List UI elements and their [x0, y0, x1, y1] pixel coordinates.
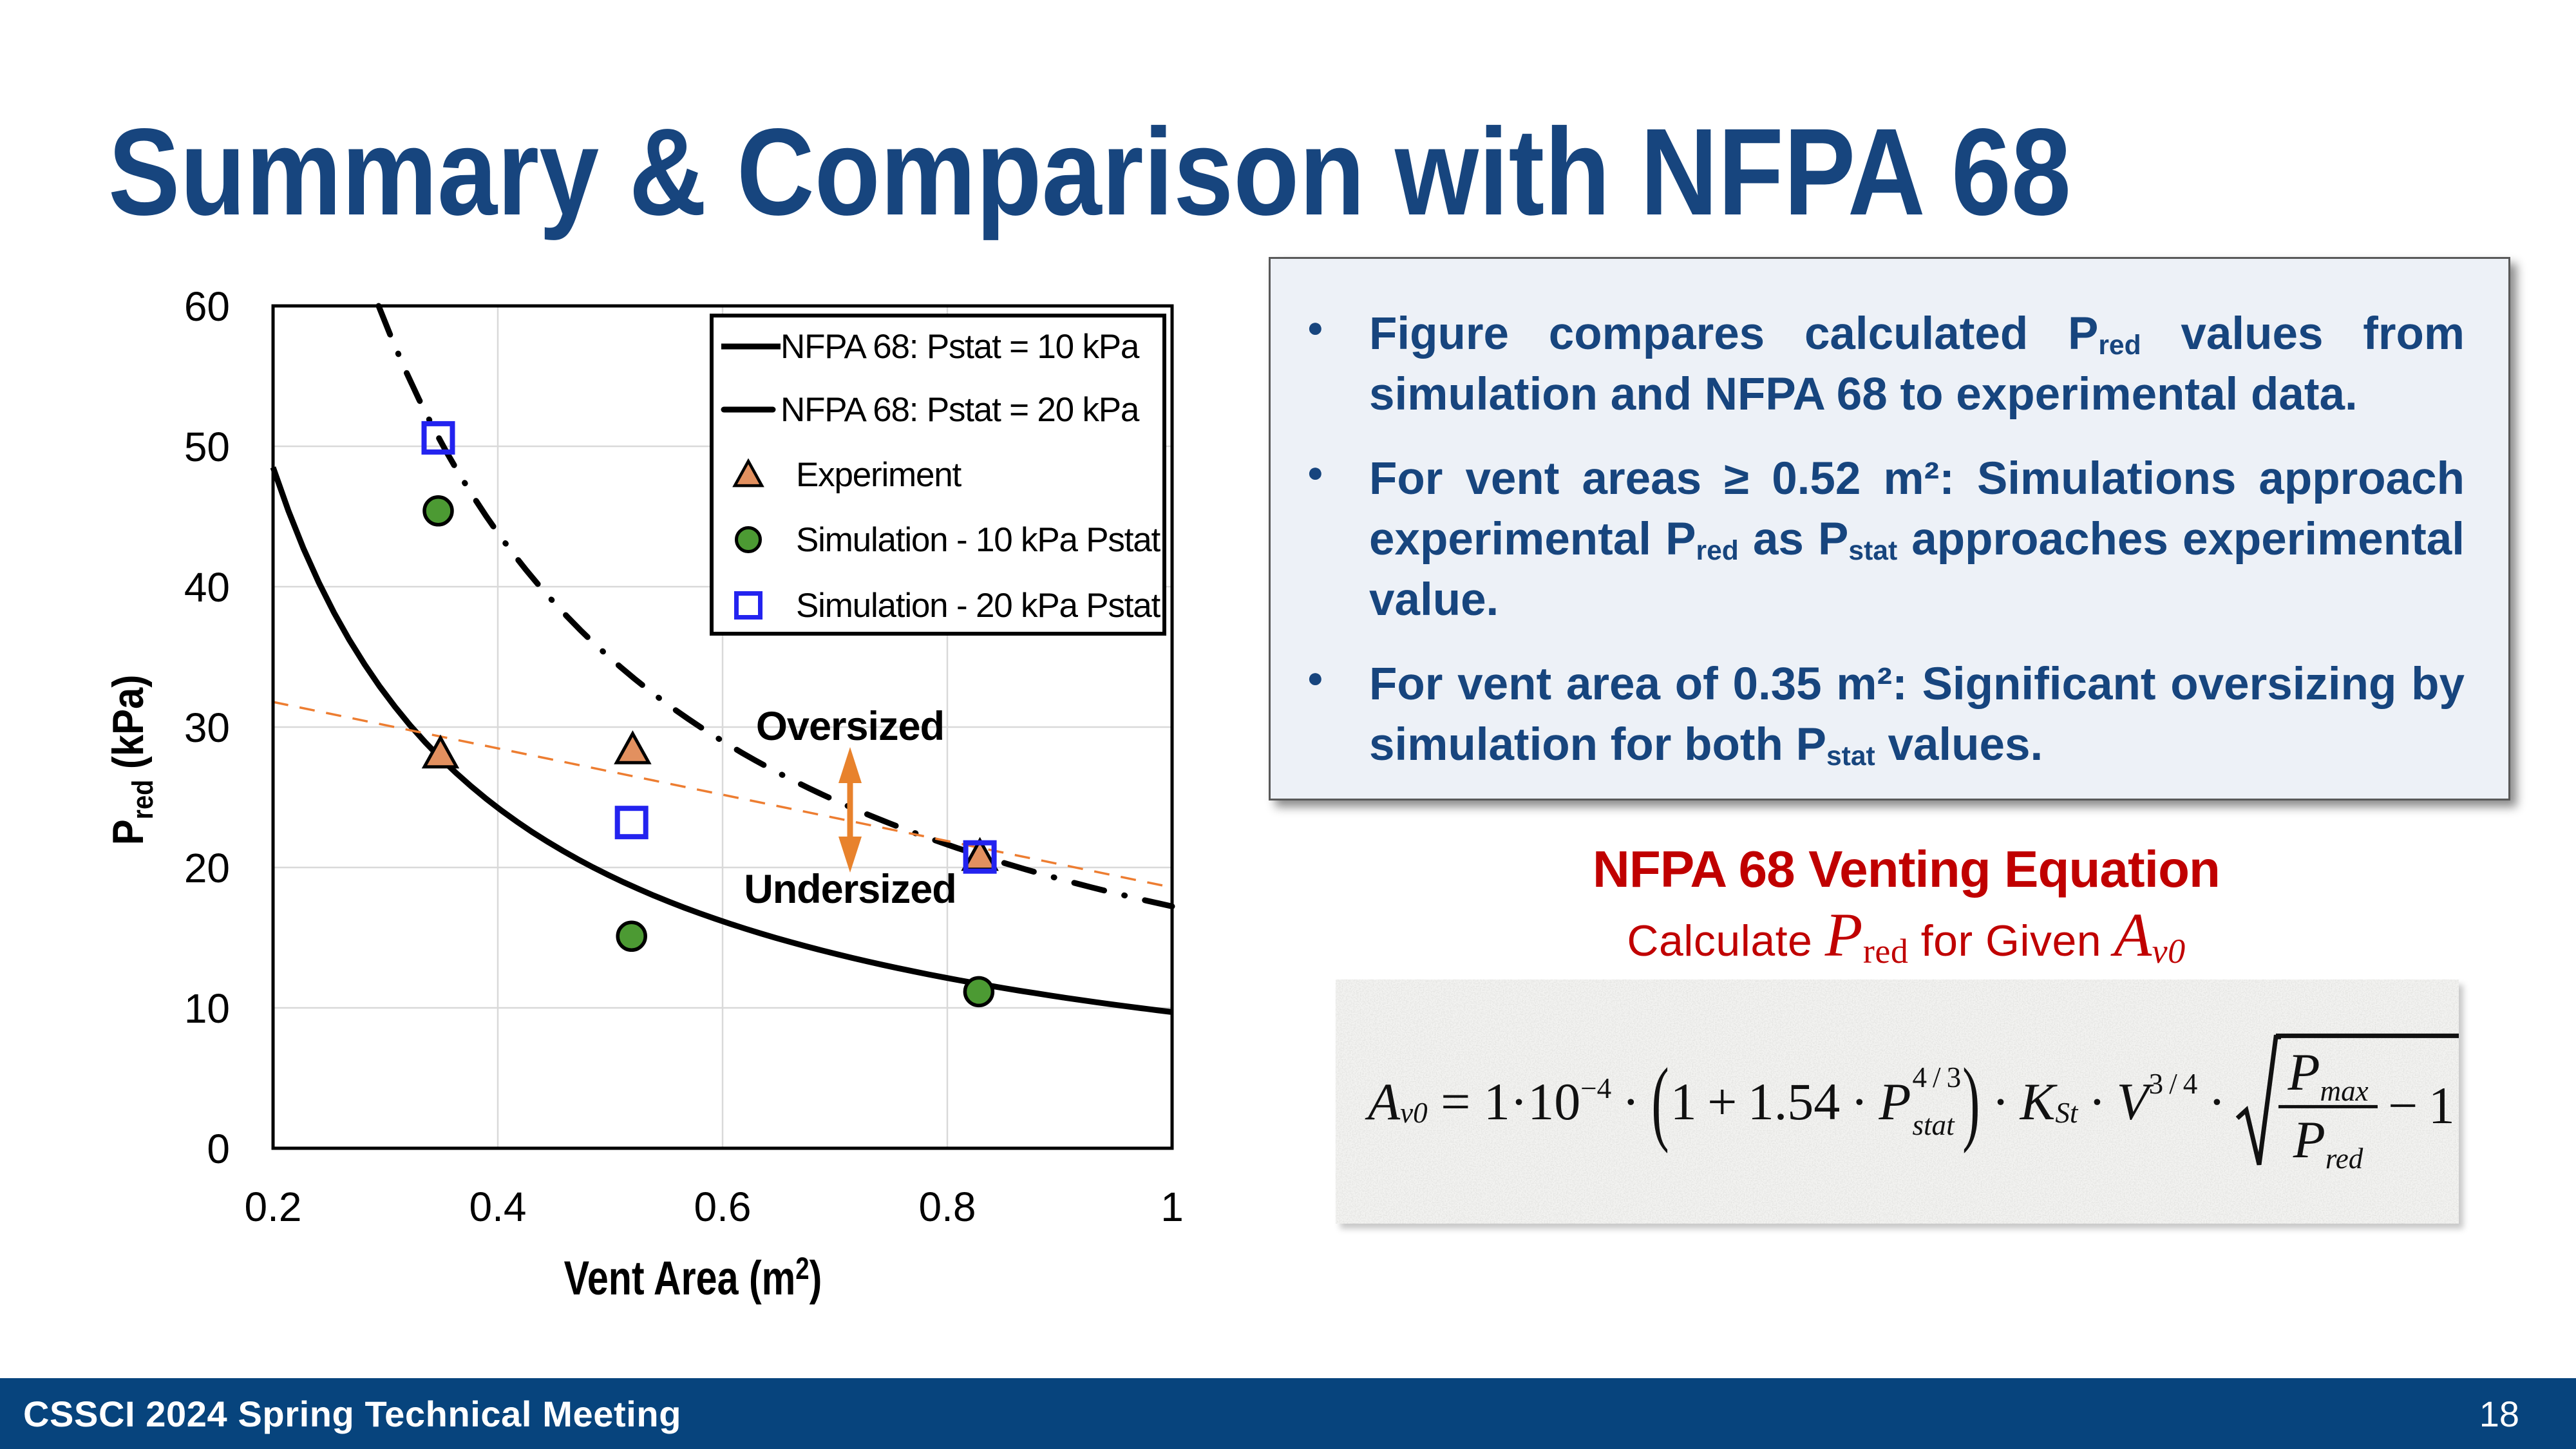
svg-text:0.8: 0.8 — [919, 1184, 976, 1230]
svg-text:NFPA 68: Pstat = 10 kPa: NFPA 68: Pstat = 10 kPa — [781, 328, 1140, 366]
svg-text:Simulation - 20 kPa Pstat: Simulation - 20 kPa Pstat — [796, 587, 1161, 625]
svg-text:0: 0 — [207, 1126, 230, 1172]
svg-text:60: 60 — [184, 283, 230, 330]
svg-text:50: 50 — [184, 424, 230, 470]
svg-text:40: 40 — [184, 564, 230, 611]
svg-text:Oversized: Oversized — [756, 704, 944, 749]
svg-text:Pred (kPa): Pred (kPa) — [103, 675, 158, 846]
svg-text:Vent Area (m2): Vent Area (m2) — [564, 1252, 822, 1305]
svg-text:Simulation - 10 kPa Pstat: Simulation - 10 kPa Pstat — [796, 521, 1161, 559]
svg-text:NFPA 68: Pstat = 20 kPa: NFPA 68: Pstat = 20 kPa — [781, 391, 1140, 429]
svg-text:0.2: 0.2 — [245, 1184, 302, 1230]
svg-text:0.6: 0.6 — [694, 1184, 752, 1230]
svg-text:30: 30 — [184, 705, 230, 751]
svg-text:1: 1 — [1160, 1184, 1184, 1230]
svg-text:20: 20 — [184, 845, 230, 891]
svg-text:Experiment: Experiment — [796, 456, 962, 494]
svg-text:Undersized: Undersized — [744, 867, 956, 912]
svg-text:0.4: 0.4 — [469, 1184, 527, 1230]
svg-text:10: 10 — [184, 985, 230, 1032]
